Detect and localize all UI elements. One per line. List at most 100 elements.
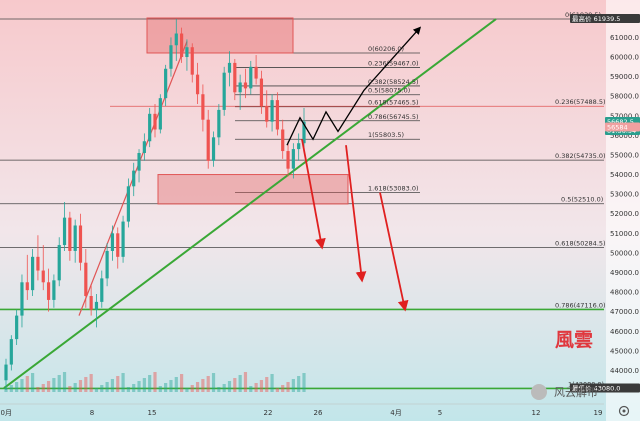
volume-bar-41 xyxy=(222,384,226,392)
volume-bar-48 xyxy=(259,380,264,392)
price-badge-0 xyxy=(570,14,640,24)
volume-bar-19 xyxy=(105,382,109,392)
price-badge-text-1: 56682.5 xyxy=(607,118,634,126)
fib-label-7: 0.236(57488.5) xyxy=(555,98,606,106)
volume-bar-49 xyxy=(265,377,269,392)
candle-body-45 xyxy=(243,82,248,89)
candle-body-21 xyxy=(116,233,120,257)
y-tick-16: 45000.0 xyxy=(610,347,639,355)
x-tick-1: 8 xyxy=(90,409,94,417)
price-axis-background xyxy=(606,0,640,421)
volume-bar-22 xyxy=(121,373,125,392)
volume-bar-6 xyxy=(36,387,40,392)
volume-bar-24 xyxy=(132,384,136,392)
x-tick-2: 15 xyxy=(148,409,157,417)
x-tick-7: 12 xyxy=(532,409,541,417)
volume-bar-23 xyxy=(126,387,130,392)
candle-body-56 xyxy=(302,121,306,144)
candle-body-54 xyxy=(291,149,295,169)
fib-label-4: 0.5(58075.0) xyxy=(368,87,410,95)
fib-label-11: 0.5(52510.0) xyxy=(561,196,603,204)
candle-body-46 xyxy=(249,66,253,89)
volume-bar-16 xyxy=(89,374,93,392)
candle-body-48 xyxy=(259,78,264,106)
price-badge-text-3: 最低价 43080.0 xyxy=(572,383,620,392)
candle-body-29 xyxy=(158,98,162,130)
candle-body-12 xyxy=(68,217,72,251)
candle-body-0 xyxy=(4,364,8,381)
fib-label-1: 0(60206.0) xyxy=(368,45,404,53)
volume-bar-44 xyxy=(238,375,242,392)
volume-bar-8 xyxy=(46,381,51,392)
fib-label-8: 1(55803.5) xyxy=(368,131,404,139)
watermark-subtitle: 风云解币 xyxy=(554,385,598,399)
volume-bar-56 xyxy=(302,373,306,392)
bearish-projection-arrow-2 xyxy=(379,192,409,312)
volume-bar-0 xyxy=(4,388,8,392)
volume-bar-9 xyxy=(52,378,56,392)
fib-label-2: 0.236(59467.0) xyxy=(368,59,419,67)
candle-body-20 xyxy=(110,233,115,251)
fib-label-10: 1.618(53083.0) xyxy=(368,185,419,193)
price-axis: 61000.0 60000.0 59000.0 58000.0 57000.0 56000… xyxy=(606,0,640,421)
candle-body-13 xyxy=(73,225,77,251)
volume-bar-32 xyxy=(174,377,178,392)
settings-button[interactable] xyxy=(618,405,630,417)
volume-bar-47 xyxy=(254,383,258,392)
y-tick-9: 52000.0 xyxy=(610,210,639,218)
candle-body-19 xyxy=(105,250,109,279)
y-tick-5: 56000.0 xyxy=(610,132,639,140)
bearish-projection-arrow-0 xyxy=(301,139,326,250)
volume-bar-11 xyxy=(62,372,67,392)
candle-body-39 xyxy=(211,137,216,161)
candle-body-22 xyxy=(121,221,125,257)
candle-body-2 xyxy=(15,315,19,340)
volume-bar-13 xyxy=(73,383,77,392)
x-tick-8: 19 xyxy=(594,409,603,417)
y-tick-3: 58000.0 xyxy=(610,93,639,101)
candle-body-44 xyxy=(238,82,242,93)
price-badge-text-0: 最高价 61939.5 xyxy=(572,14,620,23)
candle-body-10 xyxy=(57,245,61,281)
volume-bar-21 xyxy=(116,376,120,392)
volume-bar-10 xyxy=(57,375,61,392)
volume-bar-5 xyxy=(31,373,35,392)
candle-body-11 xyxy=(62,217,67,246)
candle-body-35 xyxy=(190,47,194,75)
fib-label-3: 0.382(58524.5) xyxy=(368,78,419,86)
bullish-projection-arrow xyxy=(286,26,422,146)
y-tick-0: 61000.0 xyxy=(610,34,639,42)
volume-bar-29 xyxy=(158,386,162,392)
volume-bar-33 xyxy=(180,374,184,392)
candle-body-3 xyxy=(20,282,24,316)
candle-body-40 xyxy=(217,109,221,138)
main-uptrend-line xyxy=(3,18,497,389)
y-tick-6: 55000.0 xyxy=(610,151,639,159)
support-zone xyxy=(157,174,349,205)
candle-body-15 xyxy=(84,262,88,297)
fib-label-5: 0.618(57465.5) xyxy=(368,99,419,107)
y-tick-14: 47000.0 xyxy=(610,308,639,316)
volume-bar-31 xyxy=(169,380,173,392)
watermark-title: 風雲 xyxy=(555,329,593,351)
price-badge-3 xyxy=(570,383,640,393)
gear-icon xyxy=(618,405,630,417)
x-tick-0: 10月 xyxy=(0,409,12,417)
volume-bar-28 xyxy=(153,372,157,392)
candle-body-14 xyxy=(78,225,83,263)
volume-bar-53 xyxy=(286,382,290,392)
volume-bar-25 xyxy=(137,381,141,392)
y-tick-8: 53000.0 xyxy=(610,191,639,199)
x-tick-3: 22 xyxy=(264,409,273,417)
candle-body-42 xyxy=(227,62,232,73)
volume-bar-40 xyxy=(217,387,221,392)
y-tick-12: 49000.0 xyxy=(610,269,639,277)
candle-body-18 xyxy=(100,278,104,302)
volume-bar-15 xyxy=(84,377,88,392)
bearish-projection-arrow-1 xyxy=(345,145,367,283)
candle-body-17 xyxy=(94,301,99,310)
x-tick-4: 26 xyxy=(314,409,323,417)
volume-bar-42 xyxy=(227,381,232,392)
